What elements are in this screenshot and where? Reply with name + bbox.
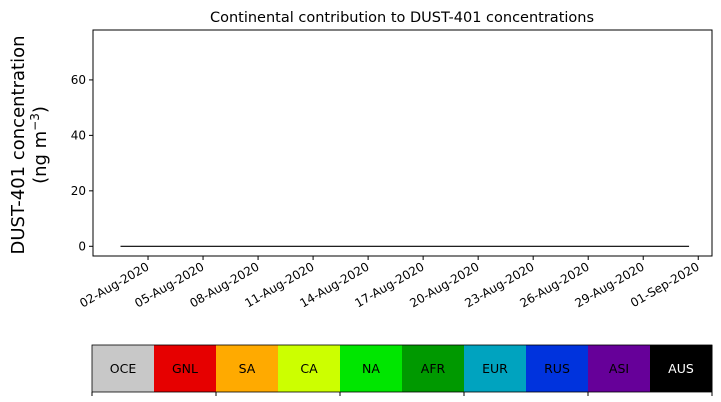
y-axis-label-line2: (ng m−3): [28, 106, 51, 184]
y-axis-label-line1: DUST-401 concentration: [8, 35, 29, 254]
legend-label-oce: OCE: [110, 361, 137, 376]
plot-frame: [92, 29, 713, 257]
legend-swatch-ca: [278, 345, 341, 392]
legend-label-na: NA: [362, 361, 380, 376]
legend-frame: [91, 344, 713, 393]
legend-swatch-asi: [588, 345, 651, 392]
legend-label-ca: CA: [300, 361, 318, 376]
chart-title: Continental contribution to DUST-401 con…: [210, 10, 594, 26]
legend-label-aus: AUS: [668, 361, 694, 376]
y-axis: 0 20 40 60: [71, 73, 93, 253]
legend-swatch-rus: [526, 345, 589, 392]
legend-colorbar: OCE GNL SA CA NA AFR EUR RUS ASI AUS: [91, 344, 713, 396]
legend-swatch-aus: [650, 345, 713, 392]
y-tick-label: 20: [71, 184, 86, 198]
legend-label-asi: ASI: [609, 361, 629, 376]
legend-label-afr: AFR: [421, 361, 446, 376]
legend-swatch-na: [340, 345, 403, 392]
legend-swatch-sa: [216, 345, 279, 392]
legend-swatch-gnl: [154, 345, 217, 392]
legend-swatch-afr: [402, 345, 465, 392]
x-axis: 02-Aug-202005-Aug-202008-Aug-202011-Aug-…: [77, 256, 702, 310]
legend-label-sa: SA: [239, 361, 256, 376]
legend-swatch-oce: [92, 345, 155, 392]
y-tick-label: 40: [71, 128, 86, 142]
legend-label-rus: RUS: [544, 361, 570, 376]
y-tick-label: 0: [78, 239, 86, 253]
legend-label-gnl: GNL: [172, 361, 198, 376]
legend-swatch-eur: [464, 345, 527, 392]
legend-label-eur: EUR: [482, 361, 508, 376]
y-tick-label: 60: [71, 73, 86, 87]
y-axis-label: DUST-401 concentration (ng m−3): [8, 35, 51, 254]
